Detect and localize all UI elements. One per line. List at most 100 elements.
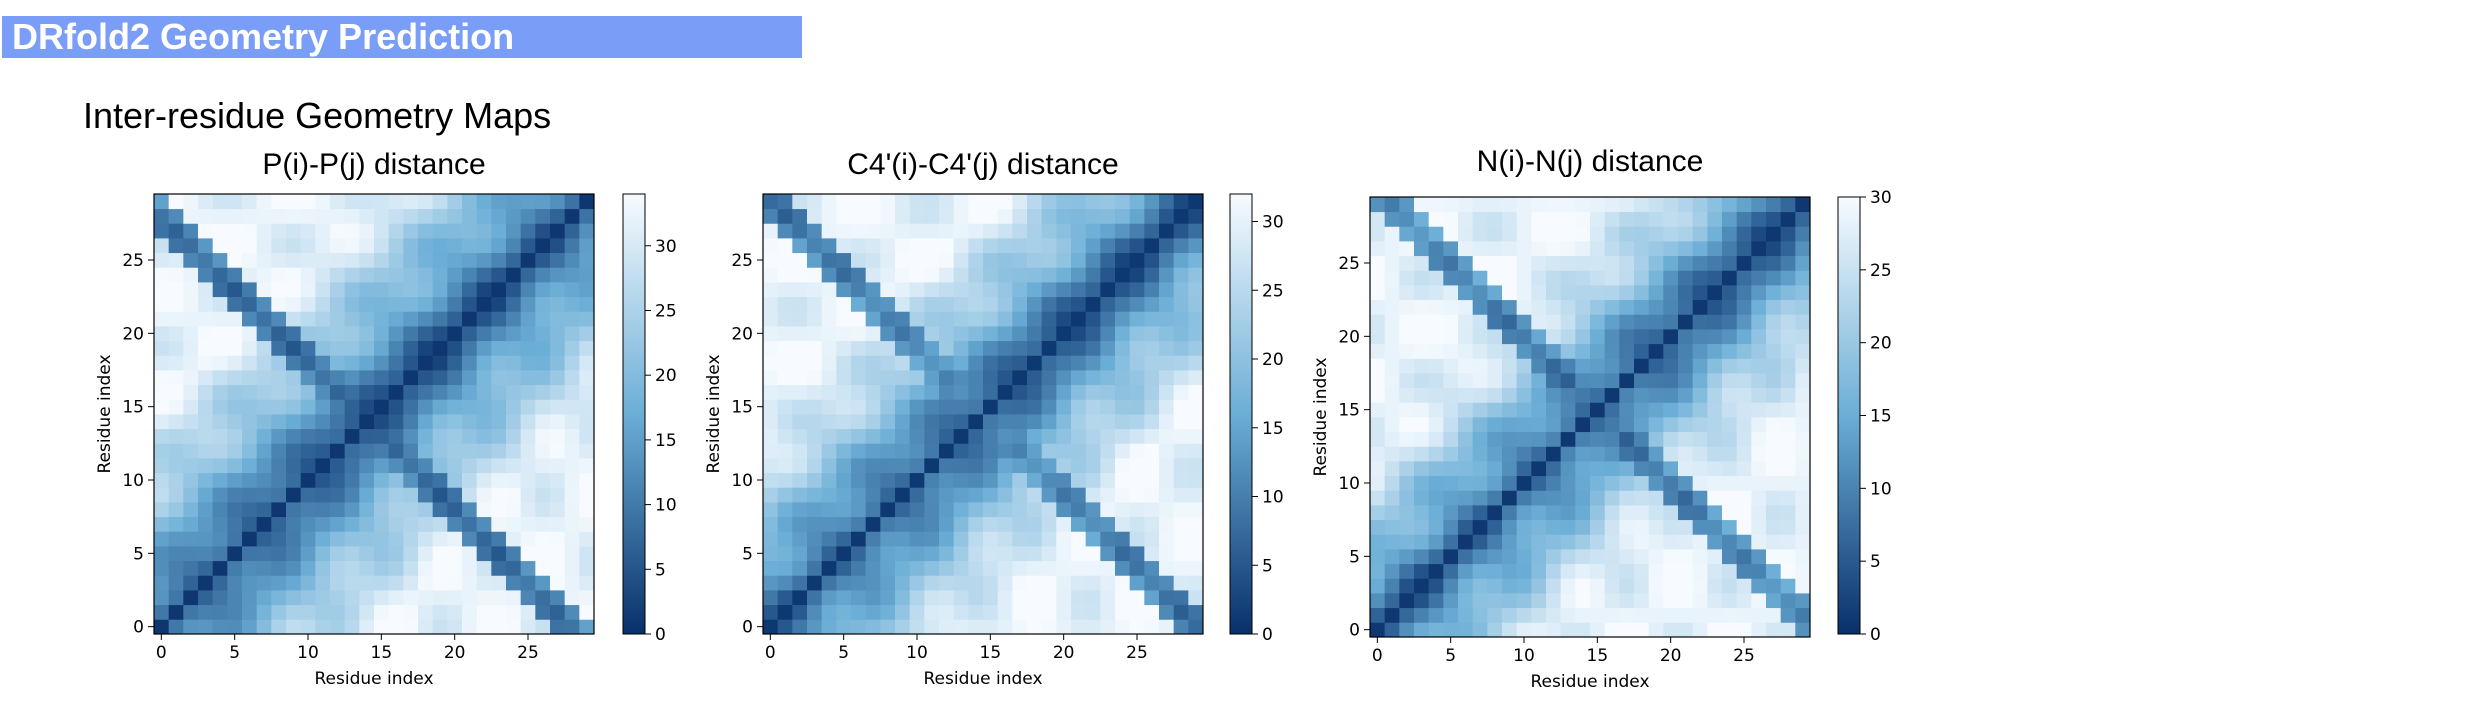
heatmap-cell bbox=[579, 384, 595, 400]
heatmap-cell bbox=[1414, 431, 1430, 447]
heatmap-cell bbox=[851, 311, 867, 327]
heatmap-cell bbox=[1100, 326, 1116, 342]
x-tick-label: 10 bbox=[297, 643, 319, 663]
heatmap-cell bbox=[1707, 402, 1723, 418]
heatmap-cell bbox=[1085, 208, 1101, 224]
heatmap-cell bbox=[462, 208, 478, 224]
heatmap-cell bbox=[1414, 299, 1430, 315]
heatmap-cell bbox=[1531, 534, 1547, 550]
heatmap-cell bbox=[1370, 519, 1386, 535]
heatmap-cell bbox=[1144, 590, 1160, 606]
heatmap-cell bbox=[286, 443, 302, 459]
heatmap-cell bbox=[535, 399, 551, 415]
heatmap-cell bbox=[777, 546, 793, 562]
heatmap-cell bbox=[1115, 340, 1131, 356]
heatmap-cell bbox=[403, 238, 419, 254]
heatmap-cell bbox=[447, 370, 463, 386]
heatmap-cell bbox=[1472, 431, 1488, 447]
heatmap-cell bbox=[1795, 402, 1811, 418]
heatmap-cell bbox=[344, 384, 360, 400]
heatmap-cell bbox=[1129, 414, 1145, 430]
heatmap-cell bbox=[359, 428, 375, 444]
heatmap-cell bbox=[432, 575, 448, 591]
heatmap-cell bbox=[1766, 197, 1782, 213]
heatmap-cell bbox=[1012, 516, 1028, 532]
heatmap-cell bbox=[1663, 417, 1679, 433]
heatmap-cell bbox=[1692, 299, 1708, 315]
heatmap-cell bbox=[1707, 241, 1723, 257]
heatmap-cell bbox=[374, 428, 390, 444]
plot-frame bbox=[1369, 196, 1811, 638]
heatmap-cell bbox=[851, 208, 867, 224]
heatmap-cell bbox=[909, 487, 925, 503]
heatmap-cell bbox=[227, 370, 243, 386]
heatmap-cell bbox=[1516, 299, 1532, 315]
heatmap-cell bbox=[1678, 211, 1694, 227]
heatmap-cell bbox=[1722, 461, 1738, 477]
heatmap-cell bbox=[924, 208, 940, 224]
x-tick-label: 5 bbox=[1445, 646, 1456, 666]
heatmap-cell bbox=[344, 326, 360, 342]
heatmap-cell bbox=[1634, 549, 1650, 565]
heatmap-cell bbox=[242, 282, 258, 298]
heatmap-cell bbox=[535, 223, 551, 239]
heatmap-cell bbox=[1795, 431, 1811, 447]
heatmap-cell bbox=[1056, 326, 1072, 342]
heatmap-cell bbox=[198, 590, 214, 606]
heatmap-cell bbox=[256, 414, 272, 430]
heatmap-cell bbox=[865, 326, 881, 342]
heatmap-cell bbox=[1736, 373, 1752, 389]
heatmap-cell bbox=[462, 355, 478, 371]
heatmap-cell bbox=[1560, 343, 1576, 359]
heatmap-cell bbox=[227, 355, 243, 371]
heatmap-cell bbox=[271, 384, 287, 400]
heatmap-cell bbox=[1100, 546, 1116, 562]
heatmap-cell bbox=[315, 208, 331, 224]
heatmap-cell bbox=[807, 208, 823, 224]
heatmap-cell bbox=[983, 575, 999, 591]
heatmap-cell bbox=[256, 296, 272, 312]
heatmap-cell bbox=[1634, 402, 1650, 418]
heatmap-cell bbox=[1414, 593, 1430, 609]
heatmap-cell bbox=[154, 282, 170, 298]
heatmap-cell bbox=[1129, 208, 1145, 224]
heatmap-cell bbox=[550, 487, 566, 503]
heatmap-cell bbox=[432, 208, 448, 224]
heatmap-cell bbox=[388, 208, 404, 224]
heatmap-cell bbox=[476, 619, 492, 635]
heatmap-cell bbox=[880, 252, 896, 268]
heatmap-cell bbox=[1648, 519, 1664, 535]
heatmap-cell bbox=[924, 487, 940, 503]
heatmap-cell bbox=[1472, 549, 1488, 565]
heatmap-cell bbox=[447, 590, 463, 606]
heatmap-cell bbox=[154, 223, 170, 239]
heatmap-cell bbox=[821, 370, 837, 386]
heatmap-cell bbox=[792, 267, 808, 283]
heatmap-cell bbox=[183, 516, 199, 532]
heatmap-cell bbox=[1766, 417, 1782, 433]
heatmap-cell bbox=[300, 619, 316, 635]
heatmap-cell bbox=[447, 282, 463, 298]
heatmap-cell bbox=[1085, 384, 1101, 400]
heatmap-cell bbox=[579, 516, 595, 532]
heatmap-cell bbox=[447, 267, 463, 283]
heatmap-cell bbox=[1472, 417, 1488, 433]
heatmap-cell bbox=[256, 267, 272, 283]
heatmap-cell bbox=[242, 487, 258, 503]
heatmap-cell bbox=[997, 443, 1013, 459]
heatmap-cell bbox=[1575, 255, 1591, 271]
heatmap-cell bbox=[851, 458, 867, 474]
heatmap-cell bbox=[359, 296, 375, 312]
heatmap-cell bbox=[792, 472, 808, 488]
heatmap-cell bbox=[1129, 487, 1145, 503]
heatmap-cell bbox=[1531, 299, 1547, 315]
heatmap-cell bbox=[256, 516, 272, 532]
heatmap-cell bbox=[550, 428, 566, 444]
heatmap-cell bbox=[212, 472, 228, 488]
heatmap-cell bbox=[1458, 358, 1474, 374]
heatmap-cell bbox=[403, 428, 419, 444]
heatmap-cell bbox=[374, 443, 390, 459]
heatmap-cell bbox=[491, 340, 507, 356]
heatmap-cell bbox=[388, 282, 404, 298]
heatmap-cell bbox=[154, 370, 170, 386]
